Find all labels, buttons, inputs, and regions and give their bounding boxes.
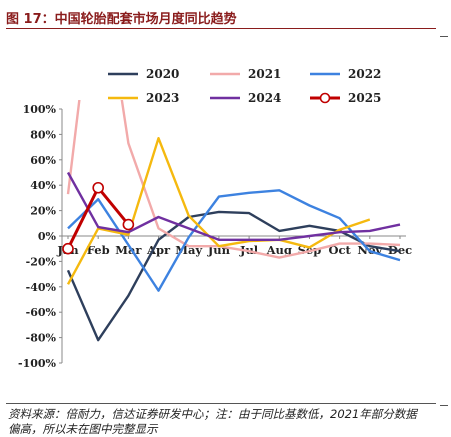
line-chart: 2020 2021 2022 2023 2024 2025 -100% -80% -60% -4…	[18, 67, 412, 370]
legend-label-2020: 2020	[146, 67, 179, 81]
series-layer	[66, 100, 401, 342]
series-line-2022	[67, 189, 401, 292]
y-tick-label: 40%	[30, 179, 56, 192]
legend-label-2023: 2023	[146, 91, 179, 105]
series-line-2024	[66, 171, 401, 241]
series-point-2025	[62, 242, 74, 255]
legend-label-2021: 2021	[248, 67, 281, 81]
y-tick-label: 60%	[30, 154, 56, 167]
source-note: 资料来源：倍耐力，信达证券研发中心；注：由于同比基数低，2021年部分数据偏高，…	[8, 407, 417, 436]
y-tick-label: -40%	[26, 281, 57, 294]
y-tick-label: -100%	[18, 357, 57, 370]
x-tick-label-mar: Mar	[115, 243, 142, 257]
x-tick-label-aug: Aug	[266, 243, 292, 257]
legend-label-2022: 2022	[348, 67, 381, 81]
source-rule	[6, 403, 436, 404]
y-tick-label: 100%	[23, 103, 57, 116]
page-edge-mark	[440, 405, 448, 406]
figure-title: 图 17：中国轮胎配套市场月度同比趋势	[6, 12, 237, 27]
series-line-2023	[66, 137, 371, 285]
series-point-2025	[92, 181, 104, 194]
series-line-2021	[66, 100, 401, 259]
x-tick-label-feb: Feb	[87, 243, 110, 257]
y-tick-label: -80%	[26, 332, 57, 345]
legend-label-2024: 2024	[248, 91, 281, 105]
y-tick-label: 0%	[38, 230, 57, 243]
y-tick-label: 20%	[30, 205, 56, 218]
legend-marker-2025	[319, 92, 331, 104]
series-line-2020	[66, 210, 401, 342]
y-tick-label: 80%	[30, 128, 56, 141]
page-edge-mark	[440, 36, 448, 37]
y-axis: -100% -80% -60% -40% -20% 0% 20% 40% 60% 80% 100%	[18, 103, 63, 370]
legend-label-2025: 2025	[348, 91, 381, 105]
x-tick-label-oct: Oct	[328, 243, 351, 257]
title-rule	[6, 28, 436, 29]
chart-legend: 2020 2021 2022 2023 2024 2025	[108, 67, 381, 105]
marker-layer	[62, 181, 135, 255]
y-tick-label: -20%	[26, 255, 57, 268]
series-point-2025	[122, 218, 135, 231]
y-tick-label: -60%	[26, 306, 57, 319]
